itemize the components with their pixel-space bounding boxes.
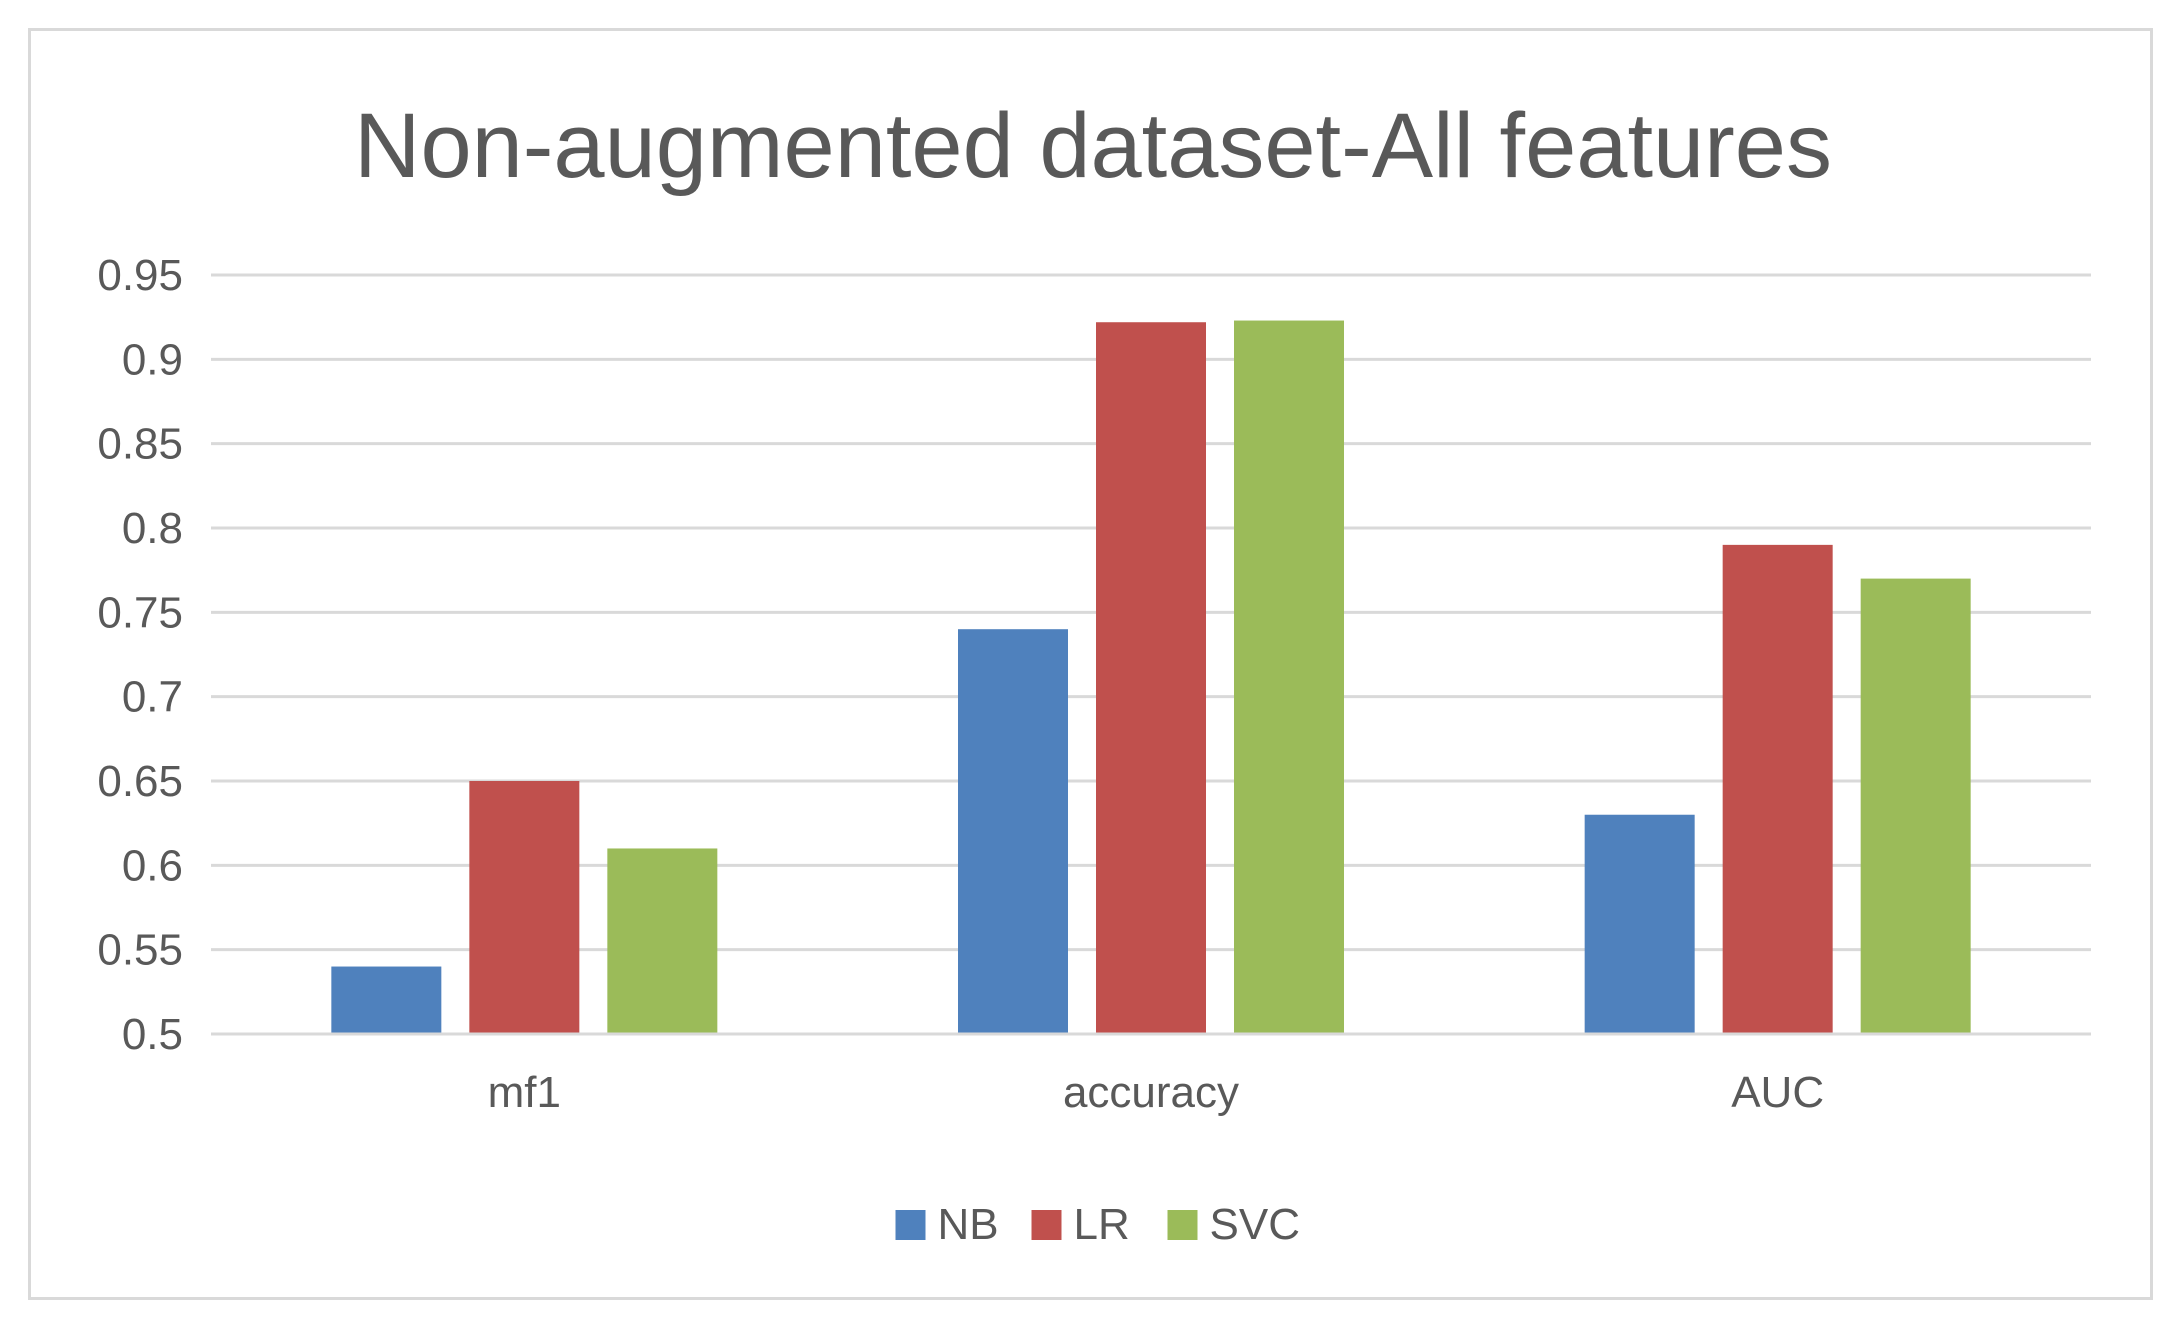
bar-svc-accuracy	[1234, 320, 1344, 1034]
legend: NB LR SVC	[895, 1200, 1300, 1249]
y-tick-label: 0.8	[122, 504, 183, 553]
chart-frame: Non-augmented dataset-All features 0.5 0.…	[28, 28, 2153, 1300]
bar-chart: Non-augmented dataset-All features 0.50.…	[97, 95, 2091, 1249]
legend-swatch-lr	[1031, 1210, 1062, 1240]
x-category-label: AUC	[1731, 1068, 1824, 1117]
y-tick-label: 0.65	[97, 757, 183, 806]
y-tick-label: 0.85	[97, 420, 183, 469]
y-tick-label: 0.75	[97, 588, 183, 637]
y-tick-label: 0.95	[97, 251, 183, 300]
y-tick-label: 0.6	[122, 841, 183, 890]
bars	[331, 320, 1971, 1034]
bar-lr-auc	[1722, 544, 1833, 1034]
x-category-label: mf1	[488, 1068, 561, 1117]
bar-svc-auc	[1860, 578, 1971, 1034]
bar-svc-mf1	[607, 848, 718, 1034]
y-tick-label: 0.9	[122, 335, 183, 384]
y-tick-label: 0.7	[122, 673, 183, 722]
legend-swatch-nb	[895, 1210, 926, 1240]
y-axis-ticks: 0.5 0.55 0.6 0.65 0.7 0.75 0.8 0.85 0.9 0.95	[97, 251, 183, 1059]
bar-lr-accuracy	[1096, 322, 1206, 1034]
bar-nb-mf1	[331, 966, 442, 1034]
bar-lr-mf1	[469, 781, 580, 1034]
legend-swatch-svc	[1167, 1210, 1198, 1240]
x-axis-categories: mf1 accuracy AUC	[488, 1068, 1824, 1117]
y-tick-label: 0.55	[97, 926, 183, 975]
legend-label-lr: LR	[1074, 1200, 1130, 1249]
bar-nb-auc	[1584, 814, 1695, 1034]
legend-label-nb: NB	[938, 1200, 999, 1249]
y-tick-label: 0.5	[122, 1010, 183, 1059]
chart-title: Non-augmented dataset-All features	[354, 95, 1832, 197]
legend-label-svc: SVC	[1210, 1200, 1300, 1249]
x-category-label: accuracy	[1063, 1068, 1239, 1117]
bar-nb-accuracy	[958, 629, 1068, 1034]
